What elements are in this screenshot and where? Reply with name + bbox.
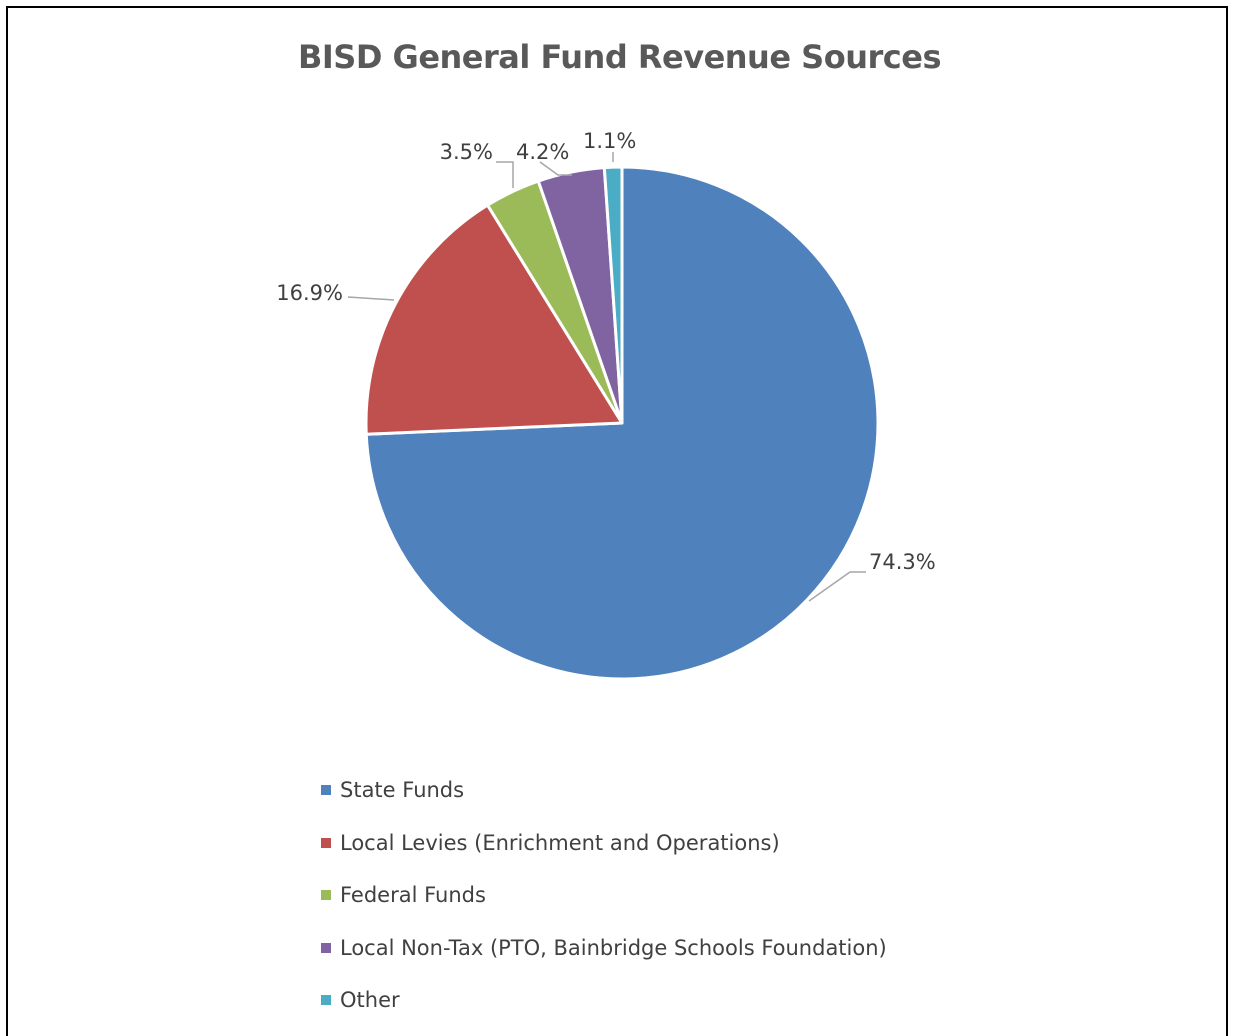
leader-lines bbox=[347, 152, 866, 602]
legend-label: Local Levies (Enrichment and Operations) bbox=[340, 830, 780, 855]
leader-line-state-funds bbox=[808, 571, 866, 602]
legend-item-other[interactable]: Other bbox=[321, 974, 887, 1027]
leader-line-local-non-tax bbox=[539, 161, 572, 176]
legend-swatch bbox=[321, 837, 331, 848]
legend-swatch bbox=[321, 942, 331, 953]
data-labels: 74.3% 16.9% 3.5% 4.2% 1.1% bbox=[276, 129, 935, 574]
data-label-state-funds: 74.3% bbox=[869, 550, 936, 574]
legend-item-local-non-tax[interactable]: Local Non-Tax (PTO, Bainbridge Schools F… bbox=[321, 922, 887, 975]
legend-item-state-funds[interactable]: State Funds bbox=[321, 764, 887, 817]
data-label-other: 1.1% bbox=[583, 129, 636, 153]
chart-title: BISD General Fund Revenue Sources bbox=[298, 38, 941, 76]
legend-label: Local Non-Tax (PTO, Bainbridge Schools F… bbox=[340, 935, 887, 960]
pie-slices bbox=[364, 165, 880, 681]
pie-slice-local-levies[interactable] bbox=[364, 203, 624, 436]
legend-swatch bbox=[321, 890, 331, 901]
legend-label: Federal Funds bbox=[340, 883, 486, 908]
legend-swatch bbox=[321, 785, 331, 796]
leader-line-local-levies bbox=[347, 296, 395, 301]
leader-line-federal-funds bbox=[496, 161, 514, 188]
legend: State Funds Local Levies (Enrichment and… bbox=[321, 764, 887, 1027]
legend-item-local-levies[interactable]: Local Levies (Enrichment and Operations) bbox=[321, 817, 887, 870]
data-label-federal-funds: 3.5% bbox=[440, 140, 493, 164]
data-label-local-non-tax: 4.2% bbox=[516, 140, 569, 164]
legend-swatch bbox=[321, 995, 331, 1006]
legend-item-federal-funds[interactable]: Federal Funds bbox=[321, 869, 887, 922]
data-label-local-levies: 16.9% bbox=[276, 281, 343, 305]
legend-label: State Funds bbox=[340, 778, 465, 803]
legend-label: Other bbox=[340, 988, 400, 1013]
pie-slice-other[interactable] bbox=[602, 165, 624, 425]
